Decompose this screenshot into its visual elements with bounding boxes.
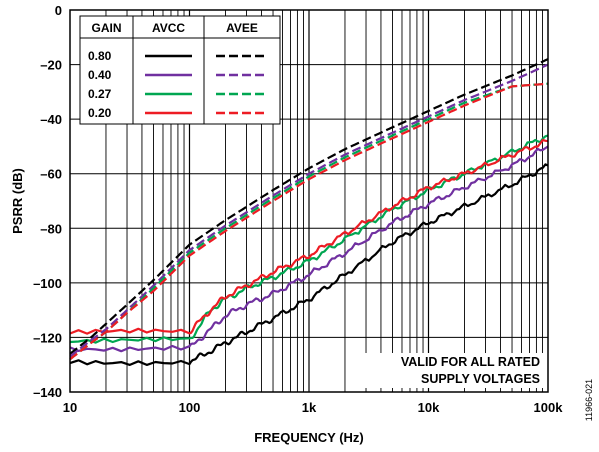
x-axis-label: FREQUENCY (Hz) — [254, 430, 364, 445]
y-tick-label: –120 — [33, 330, 62, 345]
y-tick-label: –140 — [33, 385, 62, 400]
series-line-avcc-gain-0-80 — [69, 163, 549, 366]
legend-header: AVCC — [152, 21, 185, 35]
series-lines — [69, 58, 549, 366]
y-tick-label: –40 — [40, 112, 62, 127]
x-tick-label: 1k — [302, 400, 317, 415]
x-tick-label: 10 — [63, 400, 77, 415]
series-line-avee-gain-0-80 — [69, 58, 549, 355]
y-tick-label: –20 — [40, 58, 62, 73]
legend-gain-label: 0.80 — [88, 49, 112, 63]
annotation-background — [353, 353, 543, 388]
series-line-avee-gain-0-20 — [69, 82, 549, 361]
series-line-avcc-gain-0-20 — [69, 138, 549, 335]
tick-labels: 10 100 1k 10k 100k 0 –20 –40 –60 –80 –100 –120 –140 — [33, 3, 563, 415]
y-tick-label: –100 — [33, 276, 62, 291]
x-tick-label: 100k — [534, 400, 564, 415]
y-tick-label: –60 — [40, 167, 62, 182]
legend-gain-label: 0.20 — [88, 106, 112, 120]
legend: GAIN AVCC AVEE 0.80 0.40 0.27 0.20 — [79, 15, 281, 125]
legend-header: AVEE — [226, 21, 258, 35]
x-tick-label: 10k — [418, 400, 440, 415]
x-tick-label: 100 — [179, 400, 201, 415]
series-line-avcc-gain-0-40 — [69, 145, 549, 353]
figure-id: 11966-021 — [584, 379, 594, 421]
series-line-avee-gain-0-40 — [69, 63, 549, 358]
y-tick-label: –80 — [40, 221, 62, 236]
plot-frame — [69, 9, 549, 393]
legend-frame — [79, 15, 281, 125]
legend-gain-label: 0.40 — [88, 68, 112, 82]
legend-header: GAIN — [92, 21, 122, 35]
y-axis-label: PSRR (dB) — [10, 168, 25, 234]
legend-gain-label: 0.27 — [88, 87, 112, 101]
annotation-line-2: SUPPLY VOLTAGES — [421, 372, 540, 386]
y-tick-label: 0 — [55, 3, 62, 18]
annotation-line-1: VALID FOR ALL RATED — [401, 355, 540, 369]
